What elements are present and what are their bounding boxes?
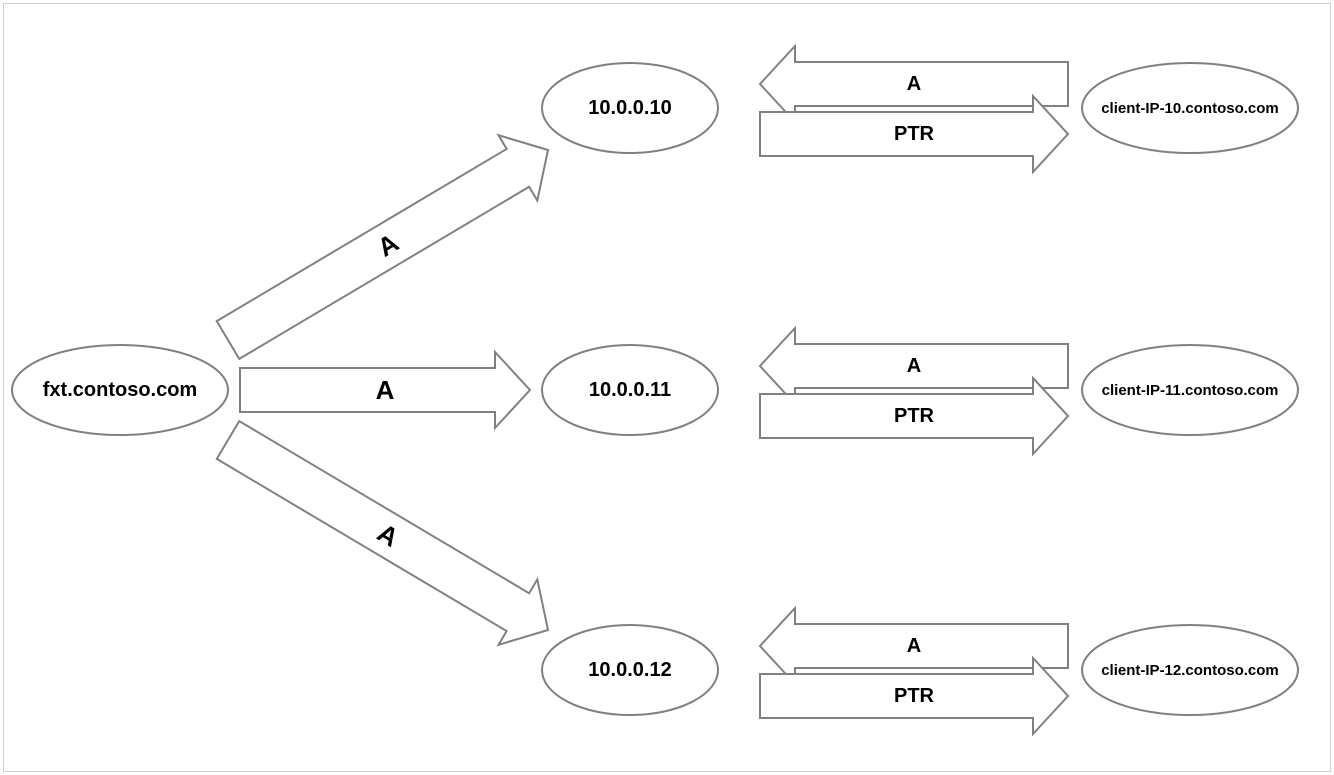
edge-a-c11-ip11 (760, 328, 1068, 404)
node-ip10 (542, 63, 718, 153)
node-c12 (1082, 625, 1298, 715)
edge-p-ip12-c12 (760, 658, 1068, 734)
node-c10 (1082, 63, 1298, 153)
edge-a-c12-ip12 (760, 608, 1068, 684)
edge-a-src-ip10 (217, 135, 548, 359)
edge-p-ip11-c11 (760, 378, 1068, 454)
node-src (12, 345, 228, 435)
node-ip11 (542, 345, 718, 435)
edge-a-c10-ip10 (760, 46, 1068, 122)
edge-a-src-ip11 (240, 352, 530, 428)
node-ip12 (542, 625, 718, 715)
edge-p-ip10-c10 (760, 96, 1068, 172)
edge-a-src-ip12 (217, 421, 548, 645)
diagram-svg (0, 0, 1334, 775)
node-c11 (1082, 345, 1298, 435)
